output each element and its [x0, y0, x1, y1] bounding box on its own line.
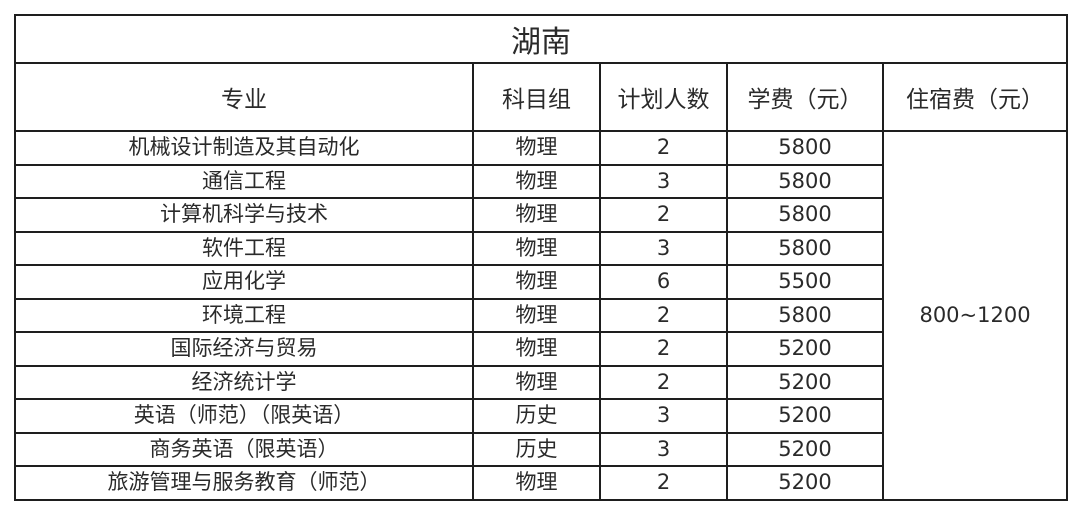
header-subject-group: 科目组 — [472, 62, 601, 132]
cell-tuition: 5200 — [726, 431, 884, 467]
cell-plan-count: 2 — [599, 465, 728, 501]
cell-major: 旅游管理与服务教育（师范） — [14, 465, 474, 501]
table-row: 经济统计学 物理 2 5200 — [14, 364, 1067, 400]
cell-tuition: 5200 — [726, 331, 884, 367]
cell-subject-group: 物理 — [472, 130, 601, 166]
cell-plan-count: 2 — [599, 197, 728, 233]
cell-plan-count: 3 — [599, 163, 728, 199]
cell-accommodation-fee: 800~1200 — [881, 130, 1069, 501]
cell-subject-group: 物理 — [472, 163, 601, 199]
cell-subject-group: 历史 — [472, 431, 601, 467]
table-row: 英语（师范）（限英语） 历史 3 5200 — [14, 398, 1067, 434]
table-row: 国际经济与贸易 物理 2 5200 — [14, 331, 1067, 367]
cell-tuition: 5800 — [726, 297, 884, 333]
cell-subject-group: 物理 — [472, 197, 601, 233]
cell-plan-count: 3 — [599, 431, 728, 467]
header-row: 专业 科目组 计划人数 学费（元） 住宿费（元） — [14, 62, 1069, 132]
header-tuition: 学费（元） — [726, 62, 884, 132]
table-row: 应用化学 物理 6 5500 — [14, 264, 1067, 300]
cell-plan-count: 3 — [599, 230, 728, 266]
cell-subject-group: 物理 — [472, 264, 601, 300]
cell-tuition: 5500 — [726, 264, 884, 300]
header-major: 专业 — [14, 62, 474, 132]
cell-major: 机械设计制造及其自动化 — [14, 130, 474, 166]
cell-plan-count: 6 — [599, 264, 728, 300]
cell-major: 软件工程 — [14, 230, 474, 266]
cell-subject-group: 物理 — [472, 297, 601, 333]
cell-plan-count: 2 — [599, 364, 728, 400]
cell-major: 应用化学 — [14, 264, 474, 300]
table-row: 软件工程 物理 3 5800 — [14, 230, 1067, 266]
cell-tuition: 5200 — [726, 465, 884, 501]
table-row: 机械设计制造及其自动化 物理 2 5800 800~1200 — [14, 130, 1069, 501]
cell-tuition: 5800 — [726, 230, 884, 266]
cell-major: 环境工程 — [14, 297, 474, 333]
cell-tuition: 5200 — [726, 398, 884, 434]
table-row: 通信工程 物理 3 5800 — [14, 163, 1067, 199]
cell-plan-count: 2 — [599, 130, 728, 166]
table-row: 旅游管理与服务教育（师范） 物理 2 5200 — [14, 465, 1067, 501]
cell-tuition: 5800 — [726, 197, 884, 233]
cell-subject-group: 物理 — [472, 230, 601, 266]
admission-plan-table: 湖南 专业 科目组 计划人数 学费（元） 住宿费（元） 机械设计制造及其自动化物… — [13, 14, 1069, 501]
cell-major: 英语（师范）（限英语） — [14, 398, 474, 434]
cell-plan-count: 3 — [599, 398, 728, 434]
cell-major: 商务英语（限英语） — [14, 431, 474, 467]
cell-subject-group: 历史 — [472, 398, 601, 434]
cell-subject-group: 物理 — [472, 364, 601, 400]
table-row: 计算机科学与技术 物理 2 5800 — [14, 197, 1067, 233]
cell-tuition: 5800 — [726, 130, 884, 166]
cell-plan-count: 2 — [599, 297, 728, 333]
cell-subject-group: 物理 — [472, 465, 601, 501]
cell-plan-count: 2 — [599, 331, 728, 367]
cell-major: 国际经济与贸易 — [14, 331, 474, 367]
table-row: 环境工程 物理 2 5800 — [14, 297, 1067, 333]
cell-major: 通信工程 — [14, 163, 474, 199]
cell-tuition: 5800 — [726, 163, 884, 199]
cell-tuition: 5200 — [726, 364, 884, 400]
cell-major: 计算机科学与技术 — [14, 197, 474, 233]
header-accommodation: 住宿费（元） — [881, 62, 1069, 132]
table-title: 湖南 — [13, 14, 1069, 64]
cell-subject-group: 物理 — [472, 331, 601, 367]
header-plan-count: 计划人数 — [599, 62, 728, 132]
cell-major: 经济统计学 — [14, 364, 474, 400]
table-row: 商务英语（限英语） 历史 3 5200 — [14, 431, 1067, 467]
